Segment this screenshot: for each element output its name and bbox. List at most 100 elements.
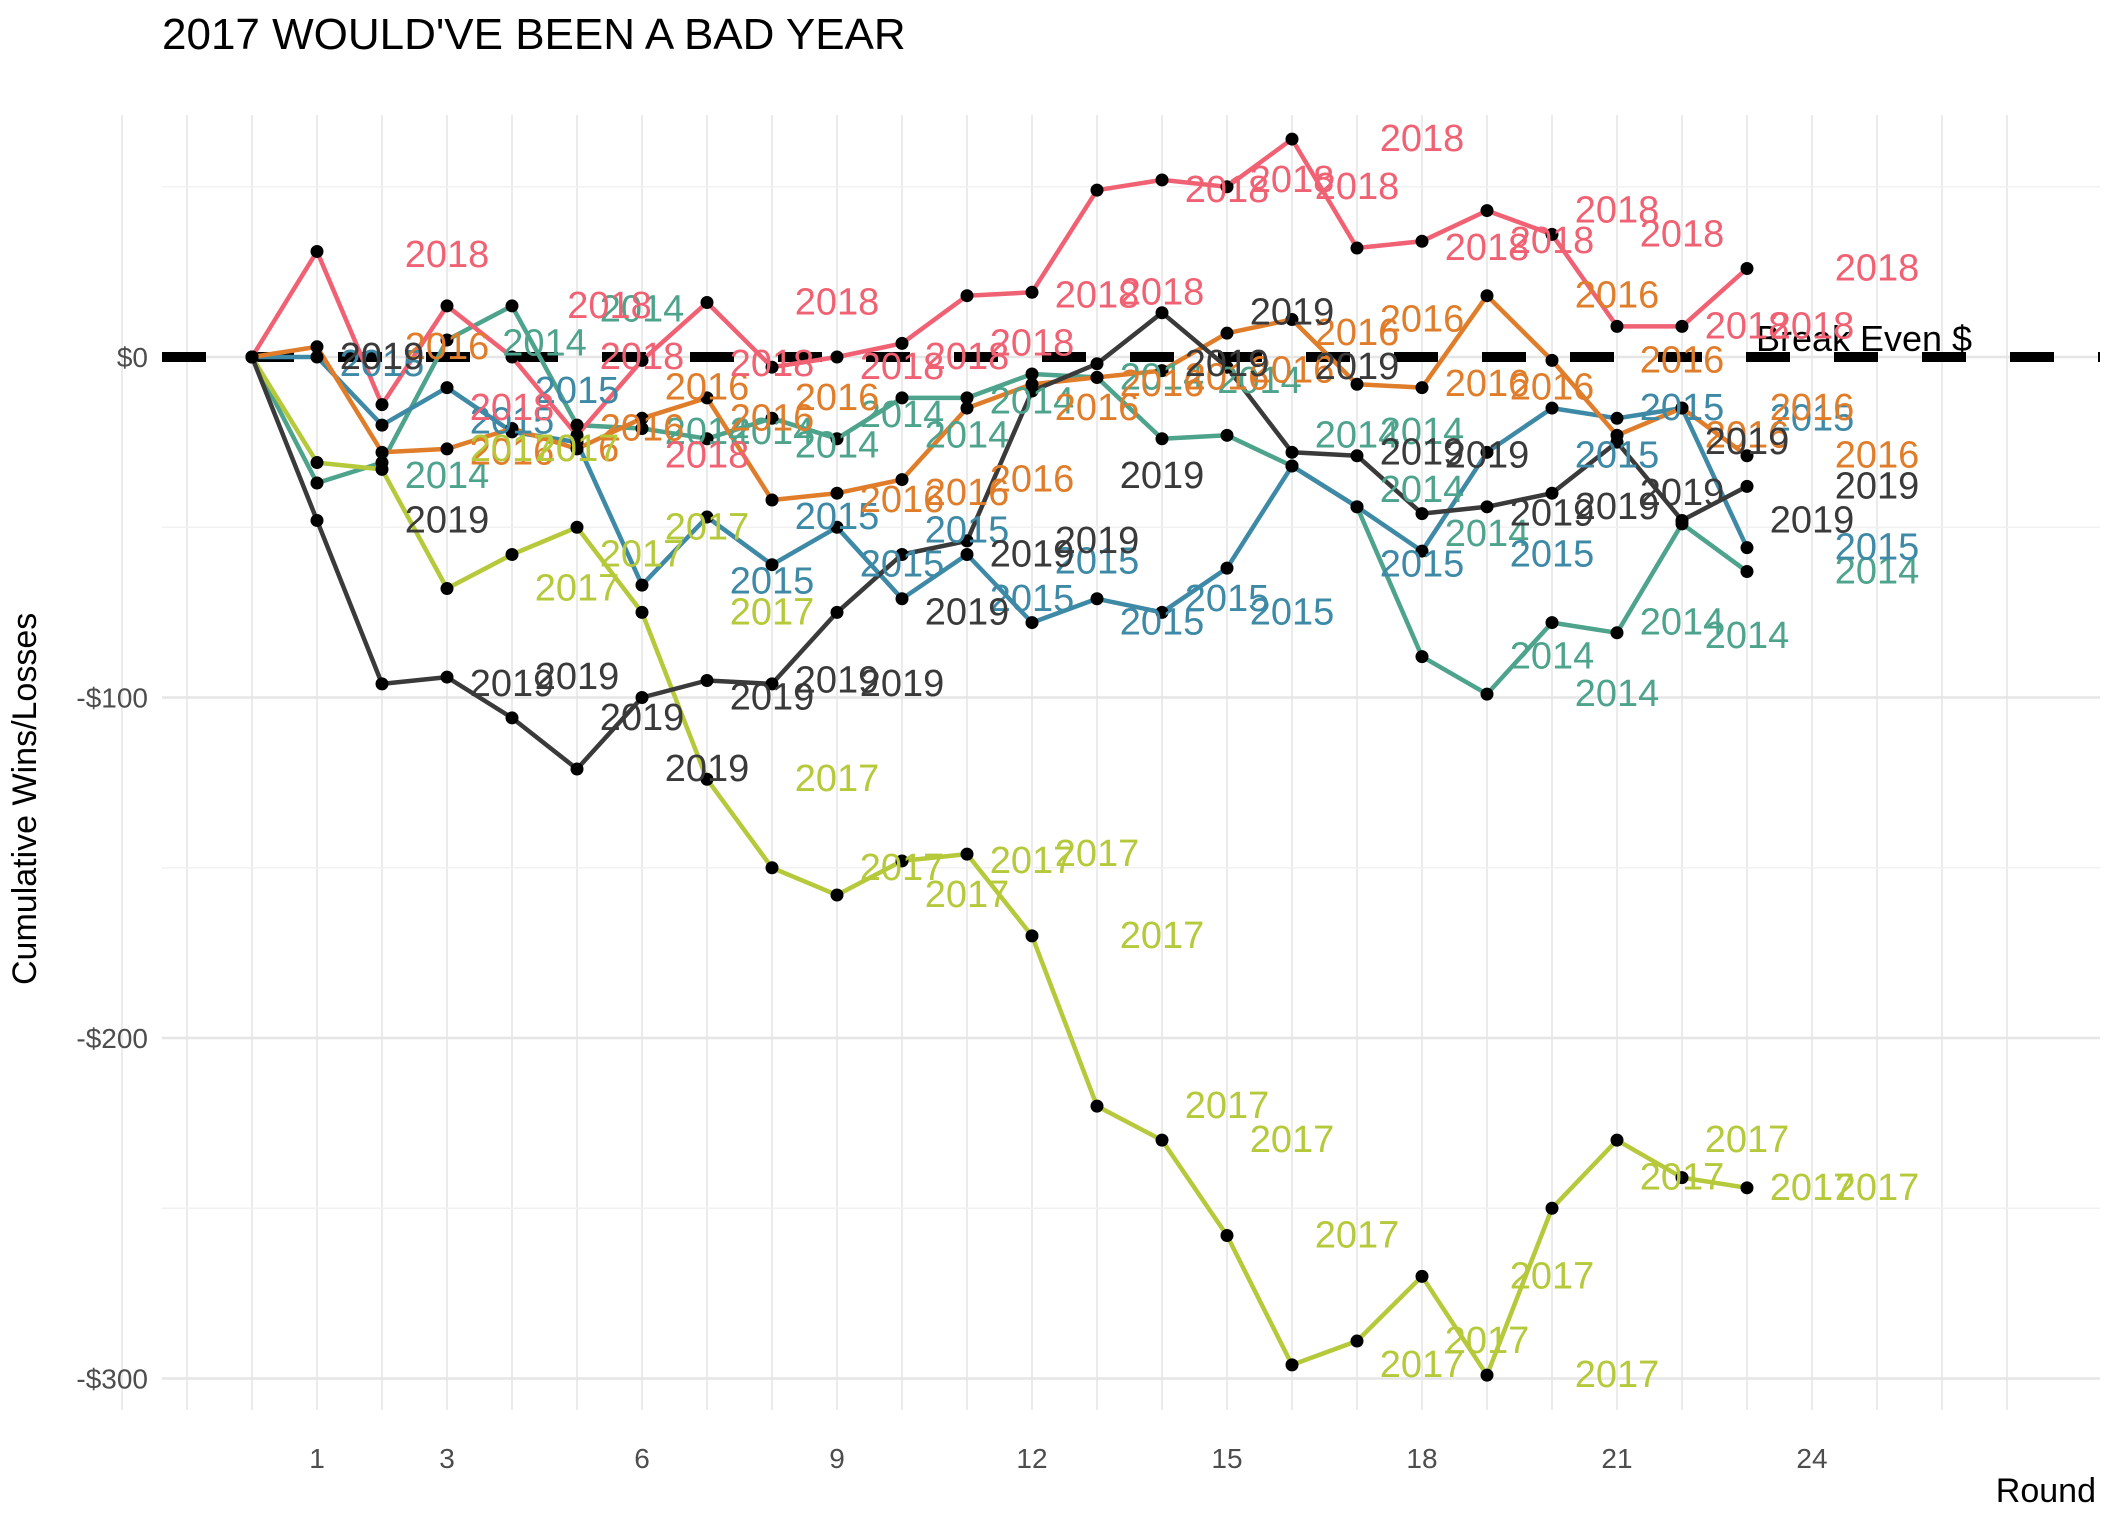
point-label-2016: 2016 — [925, 472, 1010, 514]
data-point-2019 — [440, 670, 454, 684]
data-point-2017 — [1350, 1334, 1364, 1348]
point-label-2014: 2014 — [600, 288, 685, 330]
x-tick-label: 24 — [1796, 1443, 1827, 1474]
point-label-2019: 2019 — [1120, 455, 1205, 497]
data-point-2015 — [1480, 445, 1494, 459]
point-label-2014: 2014 — [925, 414, 1010, 456]
reference-line: Break Even $ — [162, 318, 2100, 362]
data-point-2017 — [1545, 1201, 1559, 1215]
point-label-2015: 2015 — [730, 561, 815, 603]
data-point-2014 — [1025, 367, 1039, 381]
point-label-2014: 2014 — [1510, 636, 1595, 678]
point-label-2017: 2017 — [1445, 1320, 1530, 1362]
point-label-2018: 2018 — [795, 282, 880, 324]
data-point-2017 — [570, 520, 584, 534]
point-label-2018: 2018 — [1835, 247, 1920, 289]
point-label-2019: 2019 — [1185, 343, 1270, 385]
data-point-2019 — [570, 762, 584, 776]
data-point-2015 — [765, 558, 779, 572]
data-point-2019 — [1025, 384, 1039, 398]
y-tick-label: $0 — [117, 342, 148, 373]
data-point-2014 — [1480, 687, 1494, 701]
data-point-2019 — [310, 513, 324, 527]
point-label-2016: 2016 — [730, 397, 815, 439]
point-label-2016: 2016 — [535, 428, 620, 470]
data-point-2018 — [830, 350, 844, 364]
data-point-2017 — [310, 456, 324, 470]
point-label-2018: 2018 — [925, 336, 1010, 378]
data-point-2018 — [1285, 132, 1299, 146]
point-label-2015: 2015 — [1575, 435, 1660, 477]
point-label-2016: 2016 — [1185, 356, 1270, 398]
point-label-2018: 2018 — [470, 387, 555, 429]
data-point-2019 — [245, 350, 259, 364]
data-point-2014 — [1220, 428, 1234, 442]
point-label-2015: 2015 — [1640, 387, 1725, 429]
point-label-2017: 2017 — [1250, 1119, 1335, 1161]
point-label-2015: 2015 — [470, 401, 555, 443]
point-label-2019: 2019 — [925, 591, 1010, 633]
point-label-2017: 2017 — [1120, 915, 1205, 957]
data-point-2018 — [570, 428, 584, 442]
point-label-2016: 2016 — [1770, 387, 1855, 429]
data-point-2019 — [1740, 479, 1754, 493]
data-point-2019 — [765, 677, 779, 691]
point-label-2019: 2019 — [340, 336, 425, 378]
point-label-2016: 2016 — [1835, 435, 1920, 477]
point-label-2016: 2016 — [860, 479, 945, 521]
point-label-2015: 2015 — [1510, 533, 1595, 575]
point-label-2018: 2018 — [1315, 166, 1400, 208]
data-point-2015 — [310, 350, 324, 364]
data-point-2018 — [635, 353, 649, 367]
point-label-2014: 2014 — [1380, 469, 1465, 511]
data-point-2014 — [505, 299, 519, 313]
data-point-2017 — [1220, 1228, 1234, 1242]
data-point-2017 — [765, 861, 779, 875]
series-lines — [249, 136, 1750, 1378]
data-point-2015 — [1285, 459, 1299, 473]
data-point-2017 — [1025, 929, 1039, 943]
data-point-2015 — [1350, 500, 1364, 514]
point-label-2019: 2019 — [1055, 520, 1140, 562]
data-point-2019 — [635, 691, 649, 704]
data-point-2019 — [960, 534, 974, 548]
data-point-2016 — [1545, 353, 1559, 367]
x-tick-label: 21 — [1601, 1443, 1632, 1474]
data-point-2017 — [1740, 1181, 1754, 1195]
data-point-2014 — [310, 476, 324, 490]
data-point-2015 — [1740, 541, 1754, 555]
point-labels: 2014201420142014201420142014201420142014… — [340, 118, 1920, 1396]
point-label-2017: 2017 — [1640, 1157, 1725, 1199]
point-label-2014: 2014 — [1380, 411, 1465, 453]
data-point-2019 — [1675, 513, 1689, 527]
data-point-2017 — [1675, 1171, 1689, 1185]
y-tick-label: -$100 — [76, 683, 148, 714]
data-point-2016 — [1285, 313, 1299, 327]
point-label-2014: 2014 — [1575, 673, 1660, 715]
point-label-2014: 2014 — [502, 322, 587, 364]
data-point-2016 — [1415, 381, 1429, 395]
y-axis-label-wrap: Cumulative Wins/Losses — [6, 613, 46, 1025]
point-label-2017: 2017 — [1705, 1119, 1790, 1161]
data-point-2019 — [1480, 500, 1494, 514]
data-point-2016 — [1155, 364, 1169, 378]
data-point-2017 — [1480, 1368, 1494, 1382]
data-point-2017 — [960, 847, 974, 861]
data-point-2016 — [1090, 370, 1104, 384]
point-label-2016: 2016 — [1250, 350, 1335, 392]
point-label-2015: 2015 — [1185, 578, 1270, 620]
point-label-2014: 2014 — [665, 411, 750, 453]
data-point-2018 — [1025, 285, 1039, 299]
grid — [121, 115, 2100, 1410]
data-point-2018 — [700, 296, 714, 310]
data-point-2019 — [1155, 306, 1169, 320]
series-line-2019 — [249, 310, 1749, 772]
data-point-2017 — [1610, 1133, 1624, 1147]
x-tick-label: 12 — [1016, 1443, 1047, 1474]
point-label-2019: 2019 — [990, 533, 1075, 575]
point-label-2016: 2016 — [470, 431, 555, 473]
point-label-2017: 2017 — [860, 847, 945, 889]
data-point-2014 — [830, 432, 844, 446]
data-point-2017 — [635, 605, 649, 619]
data-point-2015 — [1545, 401, 1559, 415]
